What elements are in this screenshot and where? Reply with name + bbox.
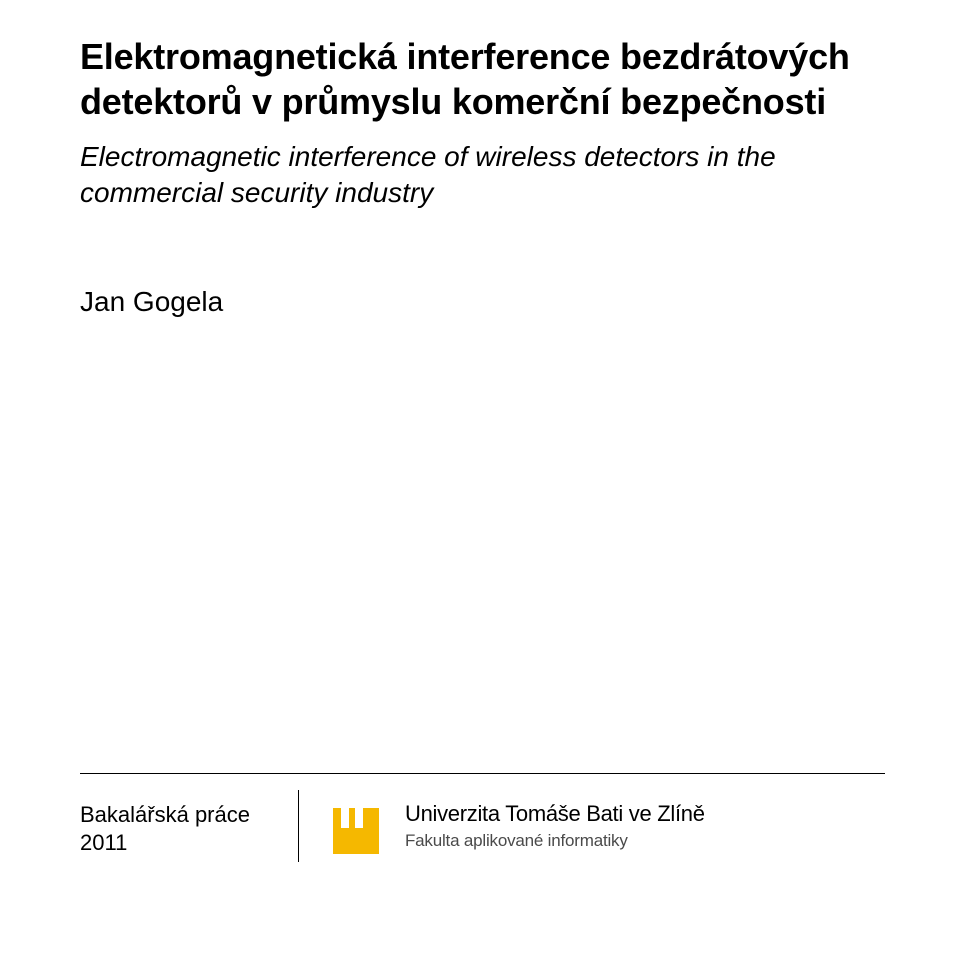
author-name: Jan Gogela [80, 286, 885, 318]
university-logo-icon [333, 798, 389, 854]
university-text-block: Univerzita Tomáše Bati ve Zlíně Fakulta … [405, 801, 705, 851]
thesis-type: Bakalářská práce [80, 802, 250, 828]
university-name: Univerzita Tomáše Bati ve Zlíně [405, 801, 705, 827]
thesis-year: 2011 [80, 830, 250, 856]
thesis-title-english: Electromagnetic interference of wireless… [80, 139, 885, 212]
faculty-name: Fakulta aplikované informatiky [405, 831, 705, 851]
thesis-title-czech: Elektromagnetická interference bezdrátov… [80, 34, 885, 125]
footer-left: Bakalářská práce 2011 [80, 790, 299, 862]
footer-block: Bakalářská práce 2011 Univerzita Tomáše … [80, 790, 885, 862]
footer-divider-line [80, 773, 885, 774]
title-page: Elektromagnetická interference bezdrátov… [0, 0, 960, 960]
footer-right: Univerzita Tomáše Bati ve Zlíně Fakulta … [299, 798, 705, 854]
